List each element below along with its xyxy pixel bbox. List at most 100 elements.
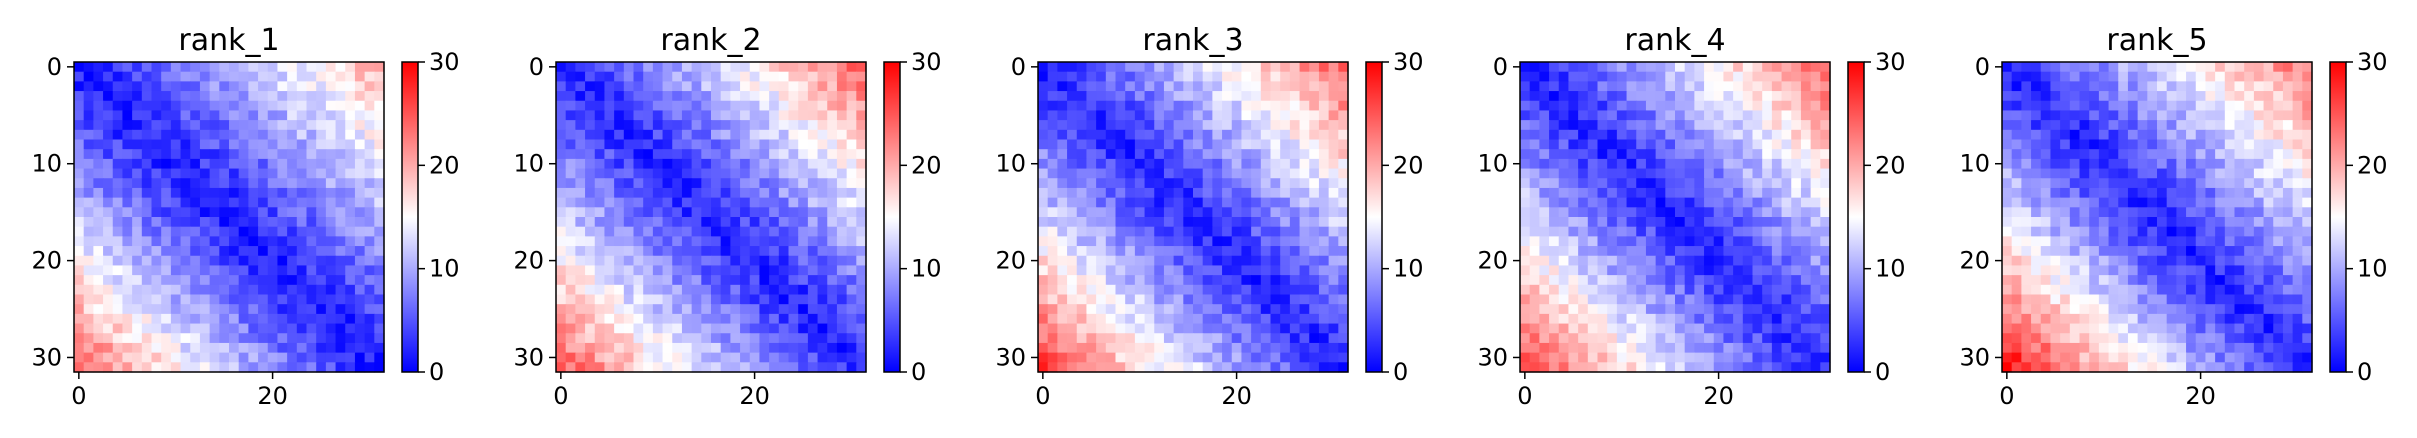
heatmap-cell xyxy=(1047,187,1058,199)
heatmap-cell xyxy=(1713,71,1725,82)
heatmap-cell xyxy=(1338,110,1349,121)
heatmap-cell xyxy=(2118,129,2129,141)
heatmap-cell xyxy=(238,265,249,276)
heatmap-cell xyxy=(807,352,819,363)
heatmap-cell xyxy=(720,158,731,170)
heatmap-cell xyxy=(1781,149,1792,160)
heatmap-cell xyxy=(199,71,211,82)
heatmap-cell xyxy=(701,149,712,160)
heatmap-cell xyxy=(364,294,375,305)
heatmap-cell xyxy=(132,342,143,354)
heatmap-cell xyxy=(2098,265,2110,276)
heatmap-cell xyxy=(1578,71,1589,82)
heatmap-cell xyxy=(93,333,104,344)
heatmap-cell xyxy=(1626,149,1637,160)
heatmap-cell xyxy=(807,197,819,208)
heatmap-cell xyxy=(2195,207,2207,218)
heatmap-cell xyxy=(1270,323,1281,334)
heatmap-cell xyxy=(1183,275,1194,286)
heatmap-cell xyxy=(1597,149,1608,160)
heatmap-cell xyxy=(2244,217,2255,228)
heatmap-cell xyxy=(2205,236,2216,247)
heatmap-cell xyxy=(1289,284,1301,296)
heatmap-cell xyxy=(827,226,838,237)
heatmap-cell xyxy=(2002,197,2013,208)
heatmap-cell xyxy=(1270,362,1281,373)
heatmap-cell xyxy=(1539,207,1550,218)
heatmap-cell xyxy=(2089,178,2100,189)
heatmap-cell xyxy=(681,91,693,102)
heatmap-cell xyxy=(827,149,838,160)
heatmap-cell xyxy=(229,120,240,131)
heatmap-cell xyxy=(1539,62,1550,73)
heatmap-cell xyxy=(1810,342,1821,354)
heatmap-cell xyxy=(778,323,790,334)
heatmap-cell xyxy=(788,197,799,208)
heatmap-cell xyxy=(1713,294,1725,305)
heatmap-cell xyxy=(2176,275,2187,286)
heatmap-cell xyxy=(180,362,191,373)
heatmap-cell xyxy=(325,313,337,325)
heatmap-cell xyxy=(643,246,654,257)
heatmap-cell xyxy=(306,255,317,267)
heatmap-cell xyxy=(643,62,654,73)
heatmap-cell xyxy=(701,207,712,218)
heatmap-cell xyxy=(170,217,182,228)
heatmap-cell xyxy=(2195,100,2207,112)
heatmap-cell xyxy=(1338,62,1349,73)
heatmap-cell xyxy=(374,255,385,267)
heatmap-cell xyxy=(161,255,172,267)
heatmap-cell xyxy=(1694,71,1705,82)
heatmap-cell xyxy=(190,294,201,305)
heatmap-cell xyxy=(335,217,346,228)
heatmap-cell xyxy=(316,187,327,199)
heatmap-cell xyxy=(691,120,702,131)
heatmap-cell xyxy=(1723,362,1734,373)
heatmap-cell xyxy=(769,226,780,237)
heatmap-cell xyxy=(720,226,731,237)
heatmap-cell xyxy=(2224,197,2236,208)
heatmap-cell xyxy=(730,323,741,334)
heatmap-cell xyxy=(2224,168,2236,179)
heatmap-cell xyxy=(2098,158,2110,170)
heatmap-cell xyxy=(730,120,741,131)
heatmap-cell xyxy=(258,62,269,73)
heatmap-cell xyxy=(1260,275,1272,286)
heatmap-cell xyxy=(161,342,172,354)
heatmap-cell xyxy=(1328,168,1339,179)
heatmap-cell xyxy=(335,255,346,267)
heatmap-cell xyxy=(1616,304,1628,315)
heatmap-cell xyxy=(1781,110,1792,121)
heatmap-cell xyxy=(556,91,567,102)
heatmap-cell xyxy=(594,265,606,276)
heatmap-cell xyxy=(1038,158,1049,170)
heatmap-cell xyxy=(1115,129,1126,141)
heatmap-cell xyxy=(1616,168,1628,179)
heatmap-cell xyxy=(2263,197,2274,208)
heatmap-cell xyxy=(1163,255,1175,267)
heatmap-cell xyxy=(691,110,702,121)
heatmap-cell xyxy=(1338,197,1349,208)
heatmap-cell xyxy=(827,197,838,208)
heatmap-cell xyxy=(103,236,114,247)
heatmap-cell xyxy=(2253,275,2265,286)
heatmap-cell xyxy=(1626,217,1637,228)
heatmap-cell xyxy=(1096,284,1107,296)
heatmap-cell xyxy=(846,284,857,296)
heatmap-cell xyxy=(1086,342,1097,354)
heatmap-cell xyxy=(1733,197,1744,208)
heatmap-cell xyxy=(1231,236,1243,247)
heatmap-cell xyxy=(1144,323,1155,334)
heatmap-cell xyxy=(1675,226,1686,237)
heatmap-cell xyxy=(1280,323,1291,334)
heatmap-cell xyxy=(652,149,664,160)
heatmap-cell xyxy=(248,71,259,82)
heatmap-cell xyxy=(652,236,664,247)
heatmap-cell xyxy=(575,342,586,354)
heatmap-cell xyxy=(345,352,356,363)
heatmap-cell xyxy=(287,81,298,92)
heatmap-cell xyxy=(1704,265,1715,276)
heatmap-cell xyxy=(2157,275,2168,286)
heatmap-cell xyxy=(2282,187,2294,199)
heatmap-cell xyxy=(1115,294,1126,305)
